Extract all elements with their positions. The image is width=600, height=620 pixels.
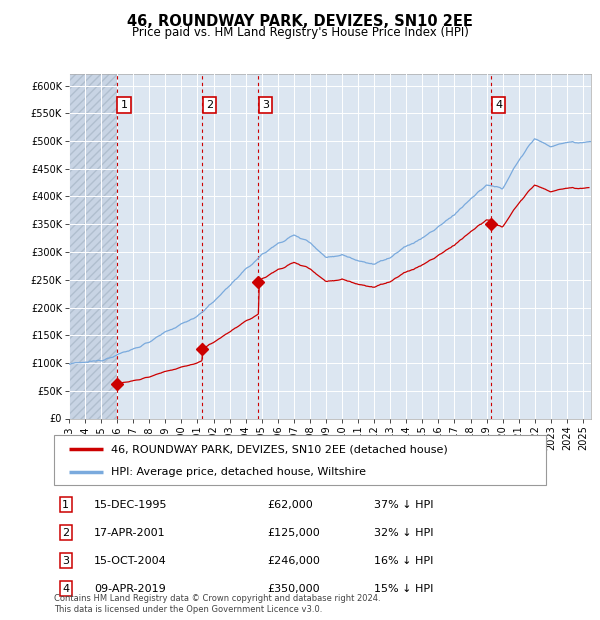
Text: 46, ROUNDWAY PARK, DEVIZES, SN10 2EE: 46, ROUNDWAY PARK, DEVIZES, SN10 2EE xyxy=(127,14,473,29)
Text: Price paid vs. HM Land Registry's House Price Index (HPI): Price paid vs. HM Land Registry's House … xyxy=(131,26,469,39)
Text: 3: 3 xyxy=(262,100,269,110)
Text: 17-APR-2001: 17-APR-2001 xyxy=(94,528,166,538)
Text: £350,000: £350,000 xyxy=(268,584,320,594)
Text: 15-OCT-2004: 15-OCT-2004 xyxy=(94,556,167,566)
Text: 09-APR-2019: 09-APR-2019 xyxy=(94,584,166,594)
Text: 46, ROUNDWAY PARK, DEVIZES, SN10 2EE (detached house): 46, ROUNDWAY PARK, DEVIZES, SN10 2EE (de… xyxy=(110,444,448,454)
Text: £62,000: £62,000 xyxy=(268,500,313,510)
Text: 4: 4 xyxy=(62,584,70,594)
Text: £246,000: £246,000 xyxy=(268,556,320,566)
Text: 4: 4 xyxy=(495,100,502,110)
Text: 32% ↓ HPI: 32% ↓ HPI xyxy=(374,528,434,538)
Bar xyxy=(69,74,116,418)
Text: 16% ↓ HPI: 16% ↓ HPI xyxy=(374,556,434,566)
Text: 3: 3 xyxy=(62,556,69,566)
Text: 15-DEC-1995: 15-DEC-1995 xyxy=(94,500,167,510)
Text: 1: 1 xyxy=(62,500,69,510)
Text: 37% ↓ HPI: 37% ↓ HPI xyxy=(374,500,434,510)
FancyBboxPatch shape xyxy=(54,435,546,485)
Text: 15% ↓ HPI: 15% ↓ HPI xyxy=(374,584,434,594)
Text: Contains HM Land Registry data © Crown copyright and database right 2024.
This d: Contains HM Land Registry data © Crown c… xyxy=(54,595,380,614)
Text: 2: 2 xyxy=(62,528,70,538)
Text: 2: 2 xyxy=(206,100,213,110)
Text: HPI: Average price, detached house, Wiltshire: HPI: Average price, detached house, Wilt… xyxy=(110,467,365,477)
Text: £125,000: £125,000 xyxy=(268,528,320,538)
Text: 1: 1 xyxy=(121,100,128,110)
